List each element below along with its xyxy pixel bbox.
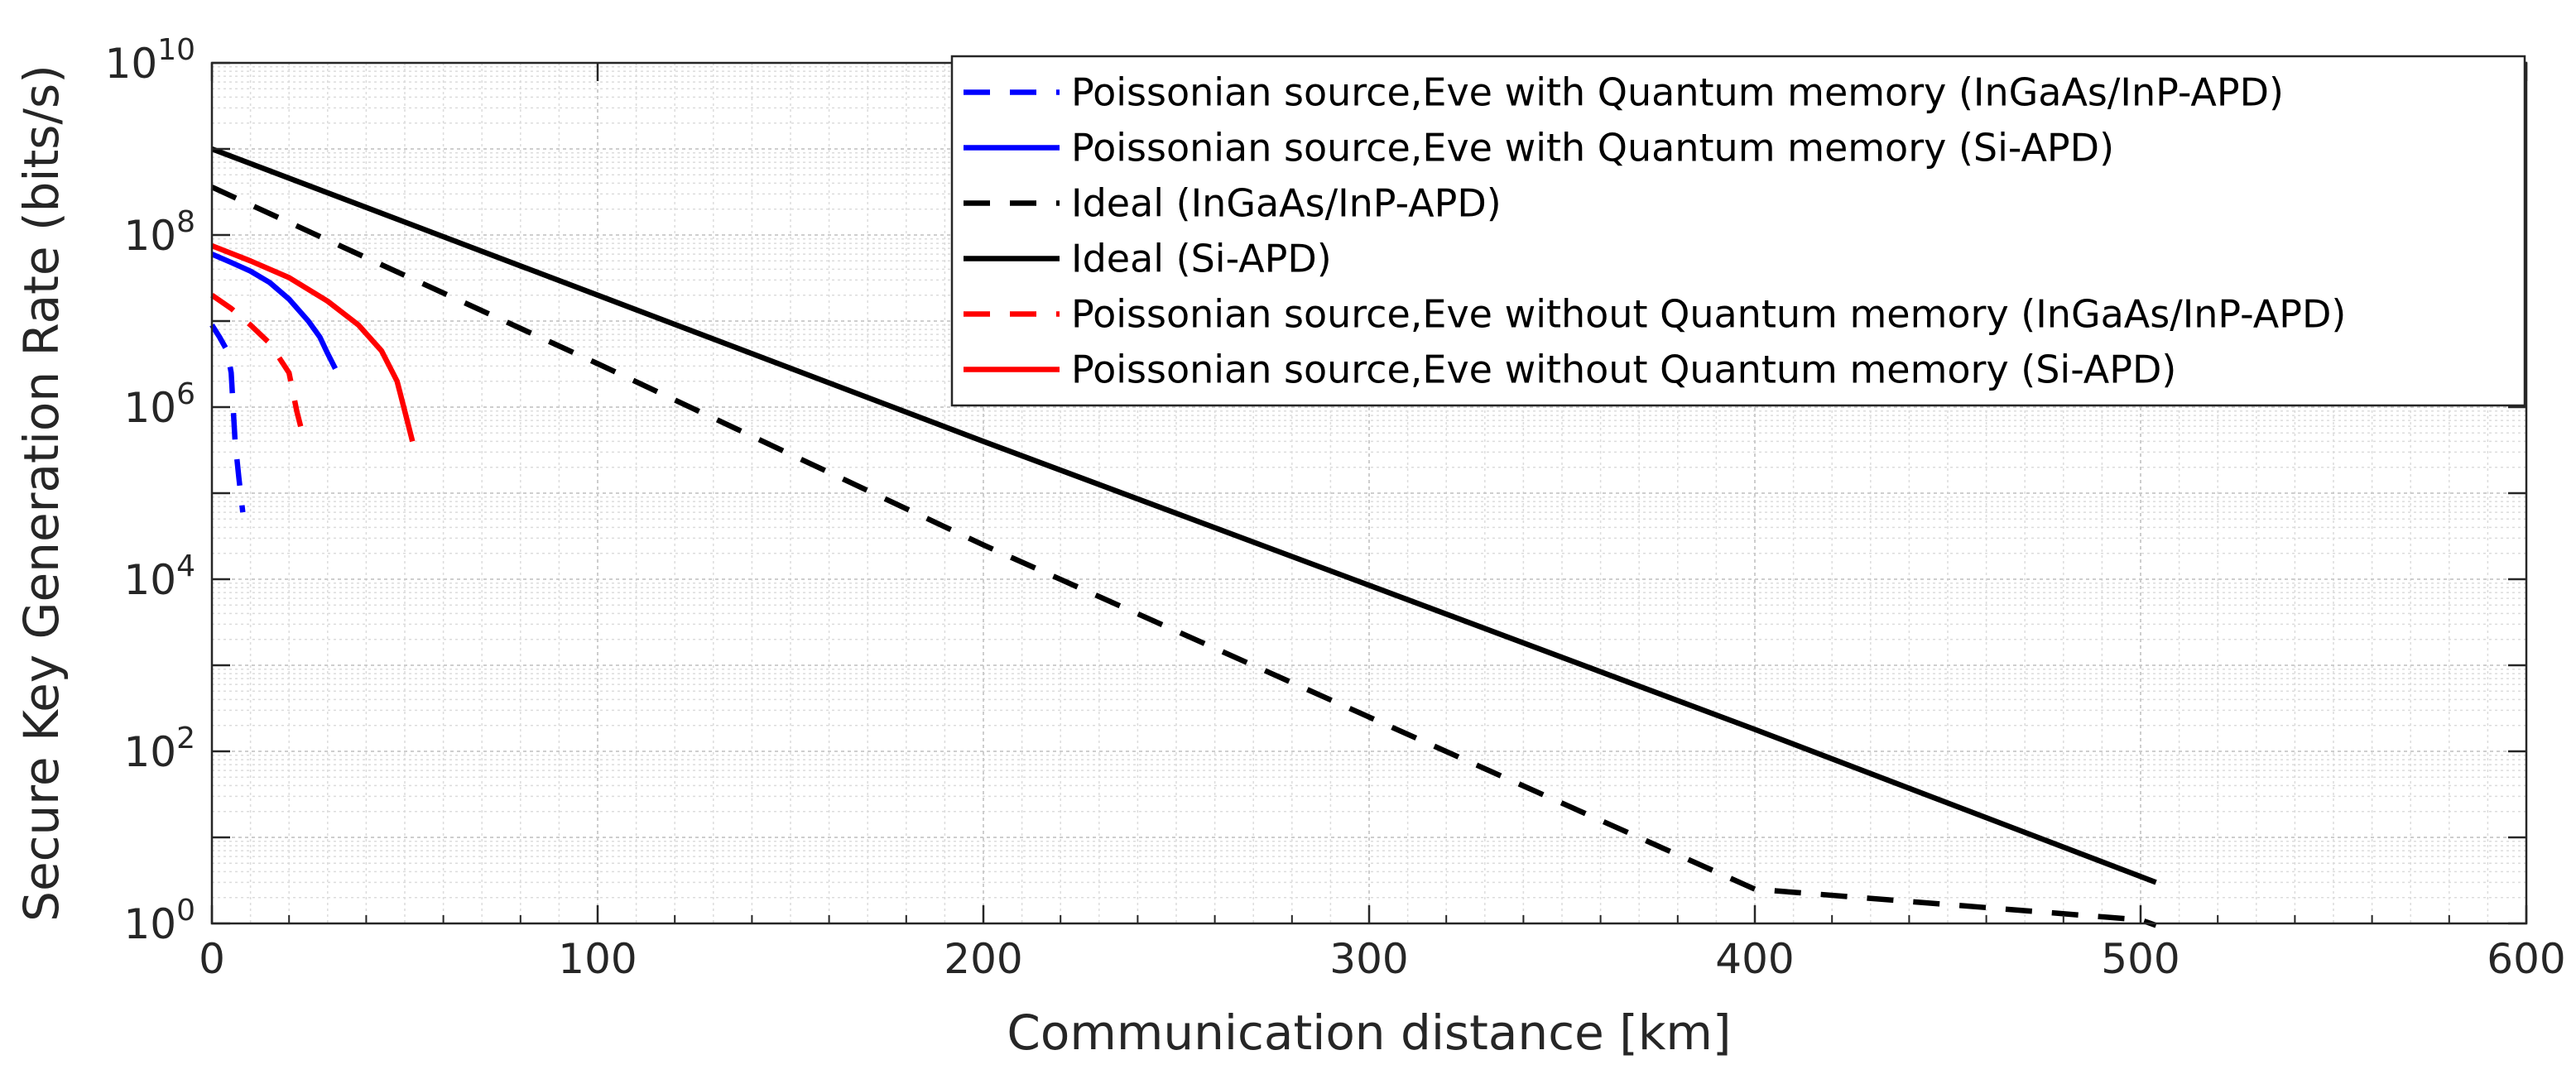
x-tick-labels: 0 100 200 300 400 500 600: [199, 935, 2566, 983]
x-tick-label: 500: [2101, 935, 2180, 983]
y-tick-label: 104: [123, 549, 195, 604]
y-tick-label: 1010: [105, 33, 195, 88]
series-layer: [209, 146, 2157, 928]
x-tick-label: 400: [1715, 935, 1794, 983]
y-tick-labels: 100 102 104 106 108 1010: [105, 33, 195, 948]
legend-box: [950, 55, 2526, 407]
legend-entry-3: Ideal (InGaAs/InP-APD): [1071, 181, 1502, 226]
y-tick-label: 100: [123, 894, 195, 948]
legend-entry-1: Poissonian source,Eve with Quantum memor…: [1071, 70, 2284, 115]
series-line-1: [209, 324, 246, 513]
x-tick-label: 100: [558, 935, 637, 983]
x-tick-label: 200: [944, 935, 1022, 983]
series-line-6: [210, 242, 416, 443]
legend-entry-5: Poissonian source,Eve without Quantum me…: [1071, 292, 2346, 337]
series-line-3: [210, 185, 2157, 928]
x-tick-label: 0: [199, 935, 225, 983]
x-tick-label: 600: [2487, 935, 2565, 983]
legend-entry-4: Ideal (Si-APD): [1071, 237, 1332, 281]
series-line-2: [210, 252, 338, 370]
y-tick-label: 102: [123, 722, 195, 776]
legend-entry-2: Poissonian source,Eve with Quantum memor…: [1071, 126, 2114, 170]
legend-entry-6: Poissonian source,Eve without Quantum me…: [1071, 348, 2176, 392]
y-tick-label: 106: [123, 377, 195, 432]
series-line-5: [210, 293, 307, 443]
x-tick-label: 300: [1329, 935, 1408, 983]
tick-marks: [210, 61, 2528, 925]
legend: Poissonian source,Eve with Quantum memor…: [950, 55, 2526, 407]
x-axis-label: Communication distance [km]: [1007, 1005, 1731, 1061]
y-axis-label: Secure Key Generation Rate (bits/s): [13, 65, 70, 922]
y-tick-label: 108: [123, 205, 195, 260]
series-line-4: [210, 146, 2157, 885]
